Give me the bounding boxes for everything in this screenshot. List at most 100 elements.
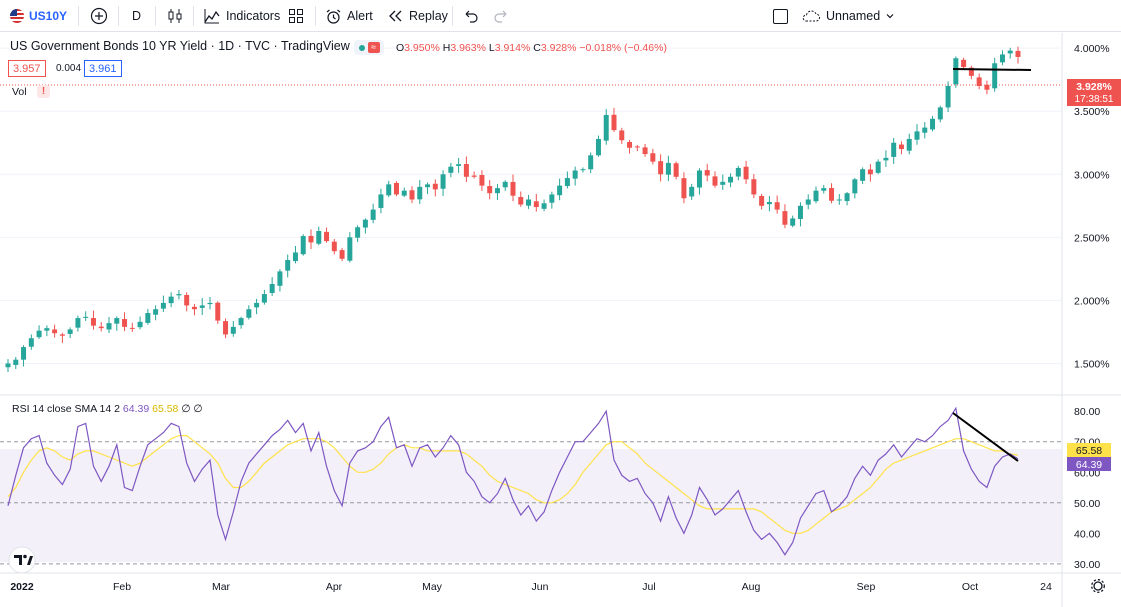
volume-legend[interactable]: Vol — [12, 86, 27, 98]
candle-body — [277, 271, 283, 286]
candle-body — [269, 284, 275, 293]
rsi-extra-1: ∅ — [181, 403, 191, 415]
redo-icon — [494, 10, 507, 23]
volume-warning-icon[interactable]: ! — [37, 85, 50, 98]
chart-canvas[interactable]: 4.000% 3.500% 3.000% 2.500% 2.000% 1.500% 80.… — [0, 33, 1121, 607]
time-tick-label: May — [422, 581, 443, 593]
alert-button[interactable]: Alert — [325, 0, 373, 32]
drawn-divergence-line[interactable] — [952, 412, 1019, 462]
ohlc-values: O3.950% H3.963% L3.914% C3.928% −0.018% … — [396, 42, 667, 54]
rsi-sma-tag — [1067, 443, 1111, 457]
candle-body — [502, 181, 508, 188]
candle-body — [541, 203, 547, 209]
candle-body — [13, 359, 19, 365]
symbol-title[interactable]: US Government Bonds 10 YR Yield · 1D · T… — [10, 39, 350, 53]
rsi-tick-label: 80.00 — [1074, 406, 1100, 418]
candle-body — [184, 294, 190, 306]
candle-body — [875, 161, 881, 173]
rsi-extra-2: ∅ — [193, 403, 203, 415]
candle-body — [906, 138, 912, 151]
high-value: 3.963% — [450, 42, 486, 54]
candle-body — [650, 153, 656, 162]
fullscreen-checkbox[interactable] — [773, 0, 788, 32]
candle-body — [106, 323, 112, 330]
candle-body — [160, 302, 166, 309]
compare-add-button[interactable] — [90, 0, 108, 32]
candle-body — [238, 318, 244, 326]
templates-button[interactable] — [288, 0, 304, 32]
candle-body — [83, 316, 89, 318]
replay-label: Replay — [409, 9, 448, 23]
replay-button[interactable]: Replay — [388, 0, 448, 32]
rsi-value-tag-value: 64.39 — [1076, 459, 1102, 471]
rsi-sma-tag-value: 65.58 — [1076, 445, 1102, 457]
candle-body — [494, 188, 500, 194]
volume-label: Vol — [12, 86, 27, 98]
rsi-reference-lines — [0, 441, 1062, 565]
candle-body — [471, 175, 477, 177]
candle-body — [564, 178, 570, 187]
symbol-search-button[interactable]: US10Y — [10, 0, 67, 32]
indicators-label: Indicators — [226, 9, 281, 23]
candle-body — [456, 164, 462, 166]
bid-box[interactable]: 3.957 — [8, 60, 46, 77]
time-tick-label: Sep — [857, 581, 876, 593]
undo-button[interactable] — [463, 0, 479, 32]
sma-legend-value: 65.58 — [152, 403, 179, 415]
candle-body — [28, 338, 34, 347]
price-axis[interactable]: 4.000% 3.500% 3.000% 2.500% 2.000% 1.500% — [1074, 43, 1110, 370]
candle-body — [36, 330, 42, 338]
candle-body — [914, 131, 920, 140]
candle-body — [557, 185, 563, 196]
candle-body — [922, 127, 928, 133]
time-axis[interactable]: 2022 Feb Mar Apr May Jun Jul Aug Sep Oct 24 — [10, 581, 1052, 593]
candle-body — [122, 319, 128, 327]
candle-body — [362, 219, 368, 228]
candle-body — [681, 178, 687, 199]
candle-body — [75, 318, 81, 328]
candle-body — [5, 363, 11, 368]
time-tick-label: 2022 — [10, 581, 34, 593]
candle-body — [153, 309, 159, 315]
alarm-clock-icon — [326, 9, 341, 24]
candle-body — [844, 193, 850, 202]
last-price-value: 3.928% — [1076, 81, 1112, 93]
candle-body — [463, 164, 469, 177]
legend-row: US Government Bonds 10 YR Yield · 1D · T… — [10, 39, 350, 53]
settings-gear-icon[interactable] — [1091, 579, 1105, 593]
ask-box[interactable]: 3.961 — [84, 60, 122, 77]
rsi-legend[interactable]: RSI 14 close SMA 14 2 64.39 65.58 ∅ ∅ — [12, 403, 203, 415]
top-toolbar: US10Y D Indicators Alert Replay Unnamed — [0, 0, 1121, 32]
tradingview-logo-icon[interactable] — [8, 546, 36, 574]
candle-body — [401, 190, 407, 196]
candle-body — [572, 170, 578, 179]
candle-body — [261, 294, 267, 303]
candle-body — [999, 54, 1005, 63]
time-tick-label: Feb — [113, 581, 131, 593]
candle-body — [961, 59, 967, 68]
rsi-band — [0, 449, 1062, 562]
candle-body — [797, 205, 803, 219]
price-grid — [0, 47, 1062, 364]
market-status-badge[interactable]: ≈ — [354, 40, 384, 55]
drawn-resistance-line[interactable] — [952, 68, 1032, 71]
candle-body — [223, 321, 229, 335]
candle-body — [316, 231, 322, 244]
redo-button[interactable] — [493, 0, 509, 32]
candle-body — [191, 306, 197, 310]
candle-body — [1007, 50, 1013, 54]
candle-body — [696, 170, 702, 188]
candle-body — [611, 114, 617, 131]
square-icon — [773, 8, 788, 24]
candle-body — [487, 186, 493, 194]
chart-type-button[interactable] — [166, 0, 184, 32]
candle-body — [67, 329, 73, 334]
interval-button[interactable]: D — [132, 0, 141, 32]
indicators-button[interactable]: Indicators — [203, 0, 280, 32]
candle-body — [751, 179, 757, 195]
spread-value: 0.004 — [56, 63, 82, 74]
layout-name-button[interactable]: Unnamed — [801, 0, 895, 32]
ask-value: 3.961 — [89, 62, 117, 75]
low-label: L — [488, 42, 495, 54]
